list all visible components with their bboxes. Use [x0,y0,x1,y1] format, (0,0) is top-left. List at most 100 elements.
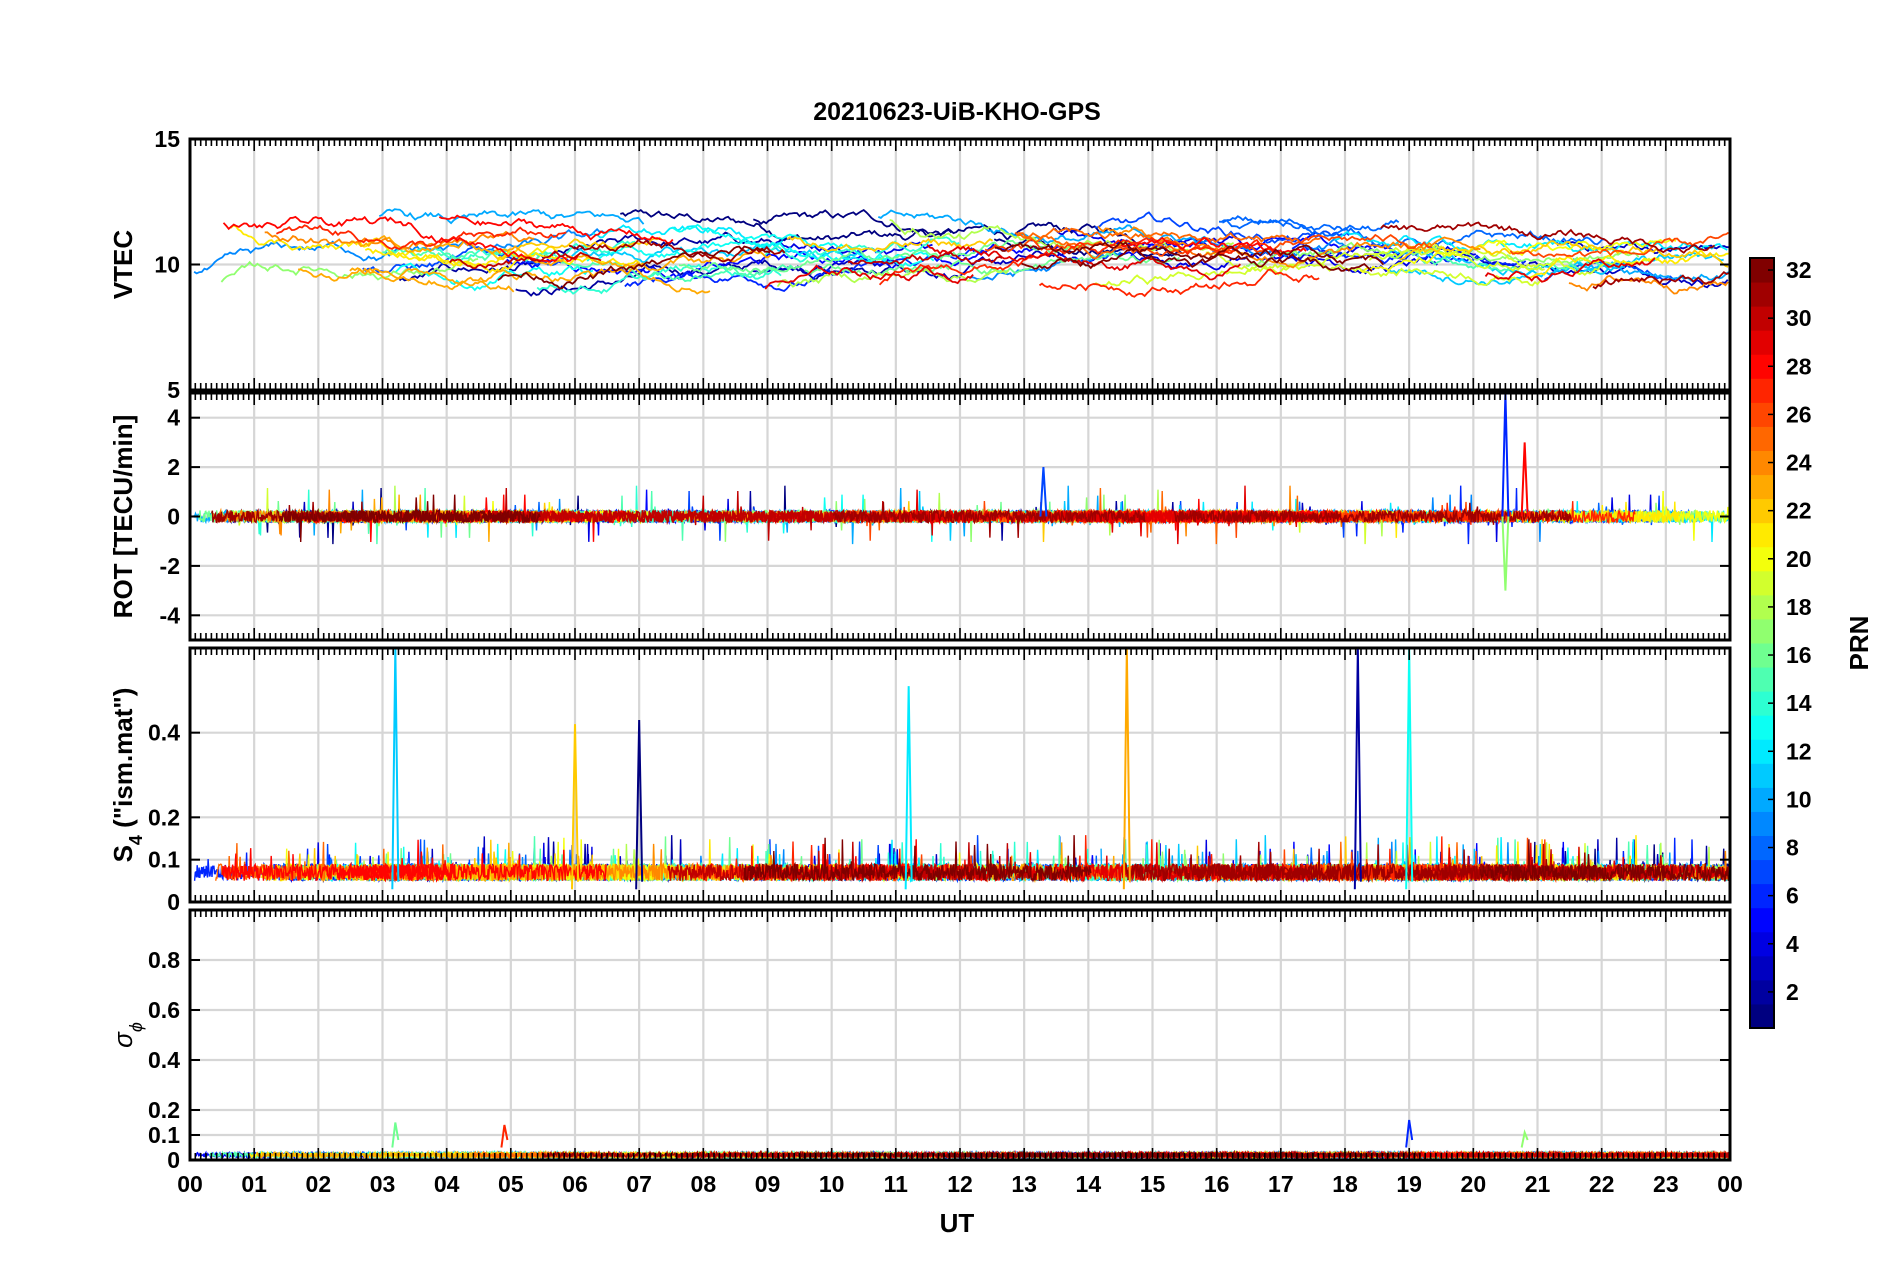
series-prn-29 [1484,257,1656,283]
colorbar-step [1750,522,1774,548]
series-prn-4 [775,241,933,256]
colorbar-step [1750,811,1774,836]
colorbar-tick-label: 14 [1786,690,1812,716]
x-tick-label: 04 [434,1171,460,1197]
colorbar-tick-label: 12 [1786,738,1812,764]
x-ticks [189,910,1731,1160]
x-axis-label: UT [940,1208,975,1238]
panel-1: 5 10 15 VTEC [108,126,1732,403]
x-ticks [189,139,1731,390]
chart-title: 20210623-UiB-KHO-GPS [813,98,1101,126]
spike-mark [1405,1119,1414,1148]
x-tick-label: 23 [1653,1171,1679,1197]
series-prn-28 [438,214,674,245]
colorbar-step [1750,763,1774,788]
y-axis-label: σϕ [108,1022,146,1048]
spike-mark [904,686,913,890]
colorbar-tick-label: 28 [1786,353,1812,379]
colorbar-step [1750,426,1774,451]
series-prn-32 [278,494,510,543]
y-axis-label: VTEC [108,230,138,300]
x-tick-label: 09 [755,1171,781,1197]
y-tick-label: 0.2 [148,1097,180,1123]
colorbar-tick-label: 18 [1786,594,1812,620]
series-prn-32 [798,1150,1169,1160]
colorbar-tick-label: 6 [1786,883,1799,909]
series-prn-26 [1509,231,1729,259]
series-prn-28 [347,839,607,883]
y-axis-label: ROT [TECU/min] [108,415,138,619]
series-prn-7 [1095,211,1350,244]
y-tick-label: 0.2 [148,804,180,830]
colorbar-step [1750,474,1774,500]
y-tick-label: -4 [160,602,181,628]
series-prn-27 [878,236,1286,286]
colorbar-step [1750,907,1774,933]
series-prn-19 [1093,263,1541,287]
series-prn-31 [541,1149,957,1160]
series-prn-21 [1523,248,1730,280]
spike-mark [1353,648,1362,890]
x-tick-label: 22 [1589,1171,1615,1197]
colorbar-tick-label: 16 [1786,642,1812,668]
series-prn-32 [1480,839,1730,883]
colorbar-step [1750,859,1774,885]
y-tick-label: -2 [160,553,180,579]
colorbar-step [1750,667,1774,692]
x-tick-label: 11 [884,1171,909,1197]
y-tick-label: 0 [167,889,180,915]
x-tick-label: 01 [241,1171,267,1197]
series-prn-13 [394,262,594,292]
x-tick-label: 02 [306,1171,332,1197]
colorbar-tick-label: 26 [1786,401,1812,427]
spike-mark [1501,516,1510,591]
series-prn-30 [847,251,1003,265]
panel-3: 0 0.1 0.2 0.4S4 ("ism.mat") [108,646,1732,915]
spike-mark [1039,467,1048,517]
traces [193,648,1730,890]
series-prn-3 [1556,239,1730,255]
series-prn-16 [804,251,1180,277]
spike-mark [1405,648,1414,890]
spike-mark [1122,648,1131,890]
series-prn-10 [877,209,1211,245]
series-prn-22 [1399,240,1729,268]
series-prn-20 [1359,239,1508,274]
colorbar-label: PRN [1844,616,1874,671]
series-prn-32 [743,835,1092,884]
x-tick-label: 08 [691,1171,717,1197]
series-prn-26 [984,233,1433,257]
traces [193,208,1730,298]
series-prn-22 [786,236,994,253]
y-tick-label: 0 [167,504,180,530]
x-ticks [189,648,1731,902]
y-tick-label: 0.4 [148,720,180,746]
series-prn-6 [1291,242,1527,267]
y-tick-label: 10 [154,252,180,278]
y-tick-label: 5 [167,377,180,403]
x-tick-label: 17 [1268,1171,1294,1197]
colorbar-tick-label: 20 [1786,546,1812,572]
y-tick-label: 4 [167,405,180,431]
spike-mark [391,648,400,890]
x-tick-label: 13 [1011,1171,1037,1197]
panel-4: 00.10.2 0.4 0.6 0.8 σϕ [108,908,1732,1173]
series-prn-31 [832,501,1146,538]
y-tick-label: 0.1 [148,1122,180,1148]
colorbar-step [1750,570,1774,596]
series-prn-23 [298,267,515,293]
spike-mark [1520,1129,1529,1148]
colorbar-tick-label: 10 [1786,786,1812,812]
series-prn-31 [568,238,786,263]
x-tick-label: 07 [626,1171,652,1197]
spike-mark [500,1124,509,1148]
series-prn-12 [1334,230,1728,254]
series-prn-30 [1457,1150,1730,1160]
series-prn-25 [1017,226,1321,245]
series-prn-22 [489,236,663,261]
colorbar-step [1750,1003,1774,1029]
x-tick-label: 03 [370,1171,396,1197]
spike-mark [571,724,579,890]
colorbar-box [1749,257,1775,1029]
